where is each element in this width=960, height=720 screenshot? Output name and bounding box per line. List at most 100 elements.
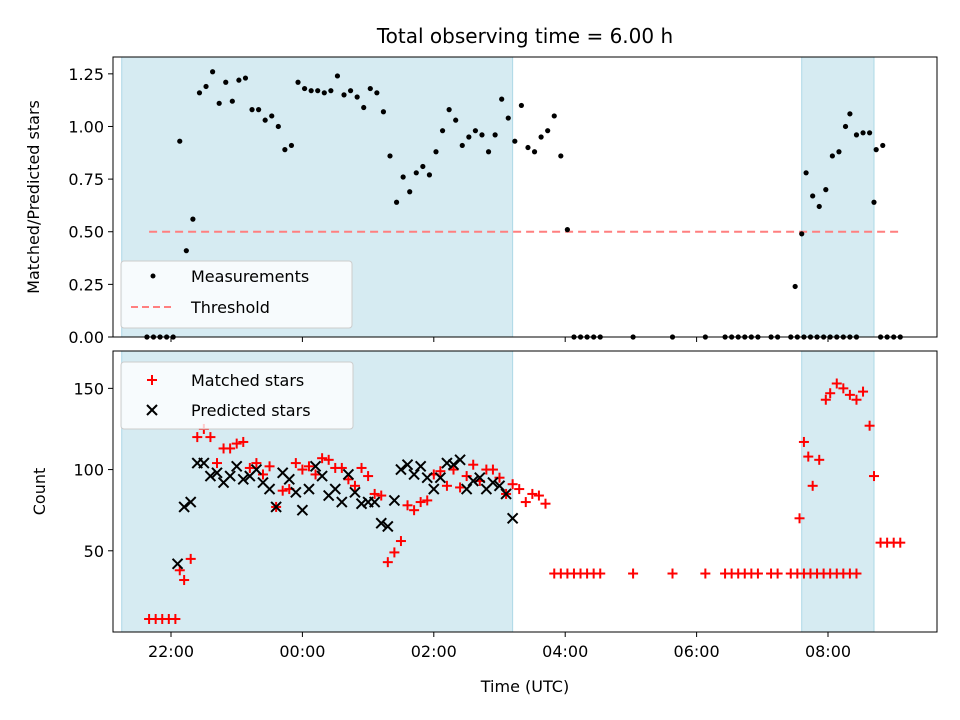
predicted-star-point xyxy=(388,494,401,507)
predicted-star-point xyxy=(230,460,243,473)
measurement-point xyxy=(558,153,564,159)
y-tick-label: 150 xyxy=(73,379,104,398)
predicted-star-point xyxy=(296,504,309,516)
matched-star-point xyxy=(244,462,255,473)
measurement-point xyxy=(803,170,809,176)
measurement-point xyxy=(262,117,268,123)
measurement-point xyxy=(196,90,203,96)
predicted-star-point xyxy=(283,473,295,486)
measurement-point xyxy=(836,149,842,155)
bottom-x-ticks: 22:00 00:00 02:00 04:00 06:00 08:00 xyxy=(148,632,851,661)
matched-star-point xyxy=(772,568,783,579)
matched-star-point xyxy=(290,458,301,469)
matched-star-point xyxy=(851,394,862,405)
top-y-ticks: 0.00 0.25 0.50 0.75 1.00 1.25 xyxy=(68,65,113,347)
matched-star-point xyxy=(409,505,420,516)
x-axis-title: Time (UTC) xyxy=(480,677,569,696)
measurement-point xyxy=(413,170,419,176)
measurement-point xyxy=(505,115,511,121)
measurement-point xyxy=(387,153,393,159)
measurement-point xyxy=(499,96,505,102)
predicted-star-point xyxy=(329,483,341,495)
predicted-star-point xyxy=(460,483,473,495)
measurement-point xyxy=(453,117,459,123)
y-tick-label: 0.50 xyxy=(68,223,104,242)
predicted-star-point xyxy=(204,470,217,482)
matched-star-point xyxy=(257,469,268,480)
matched-star-point xyxy=(179,575,190,586)
y-tick-label: 1.00 xyxy=(68,117,104,136)
legend-marker-measurements xyxy=(150,273,156,279)
matched-star-point xyxy=(700,568,711,579)
matched-star-point xyxy=(336,462,347,473)
measurement-point xyxy=(538,134,544,140)
measurement-point xyxy=(871,199,877,205)
y-tick-label: 0.00 xyxy=(68,328,104,347)
matched-star-point xyxy=(225,443,236,454)
bottom-y-axis-title: Count xyxy=(30,468,49,516)
matched-star-point xyxy=(794,513,805,524)
measurement-point xyxy=(472,128,479,134)
measurement-point xyxy=(426,172,433,178)
predicted-star-point xyxy=(237,473,249,486)
top-chart-title: Total observing time = 6.00 h xyxy=(376,24,673,48)
matched-star-point xyxy=(448,464,459,475)
measurement-point xyxy=(393,199,400,205)
x-tick-label: 08:00 xyxy=(805,642,851,661)
matched-star-point xyxy=(507,479,518,490)
matched-star-point xyxy=(192,432,203,443)
matched-star-point xyxy=(628,568,639,579)
predicted-star-point xyxy=(342,468,355,481)
measurement-point xyxy=(860,130,866,136)
predicted-star-point xyxy=(198,457,210,469)
matched-star-point xyxy=(595,568,606,579)
matched-star-point xyxy=(389,547,400,558)
measurement-point xyxy=(334,73,341,79)
predicted-star-point xyxy=(336,496,348,508)
predicted-star-point xyxy=(309,460,322,473)
matched-star-point xyxy=(356,462,367,473)
measurement-point xyxy=(223,79,229,85)
matched-star-point xyxy=(303,461,314,472)
predicted-star-point xyxy=(382,520,394,533)
predicted-star-point xyxy=(368,496,381,508)
measurement-point xyxy=(873,147,879,153)
predicted-star-point xyxy=(224,470,236,482)
matched-star-point xyxy=(363,471,374,482)
x-tick-label: 06:00 xyxy=(674,642,720,661)
matched-star-point xyxy=(520,497,531,508)
measurement-point xyxy=(361,104,367,111)
x-tick-label: 02:00 xyxy=(411,642,457,661)
matched-star-point xyxy=(825,388,836,399)
legend-label-threshold: Threshold xyxy=(190,298,270,317)
legend-marker-predicted-stars xyxy=(146,404,158,416)
predicted-star-point xyxy=(408,468,420,481)
measurement-point xyxy=(407,189,413,195)
predicted-star-point xyxy=(428,483,440,495)
predicted-star-point xyxy=(454,454,466,466)
matched-star-point xyxy=(494,472,505,483)
predicted-star-point xyxy=(316,470,328,482)
measurement-point xyxy=(485,149,492,155)
matched-star-point xyxy=(323,454,334,465)
measurement-point xyxy=(269,113,275,119)
measurement-point xyxy=(867,130,873,136)
observing-interval-1 xyxy=(801,350,875,633)
predicted-star-point xyxy=(270,501,282,513)
matched-star-point xyxy=(435,466,446,477)
predicted-star-point xyxy=(506,512,519,525)
measurement-point xyxy=(847,111,853,117)
top-x-ticks xyxy=(170,337,829,342)
measurement-point xyxy=(400,174,406,180)
measurement-point xyxy=(842,123,849,130)
measurement-point xyxy=(551,113,557,119)
matched-star-point xyxy=(185,553,196,564)
predicted-star-point xyxy=(303,483,315,495)
matched-star-point xyxy=(297,464,308,475)
measurement-point xyxy=(347,88,354,94)
predicted-star-point xyxy=(349,486,361,499)
legend-plus xyxy=(147,375,157,385)
matched-star-point xyxy=(415,497,426,508)
predicted-star-point xyxy=(355,497,368,510)
